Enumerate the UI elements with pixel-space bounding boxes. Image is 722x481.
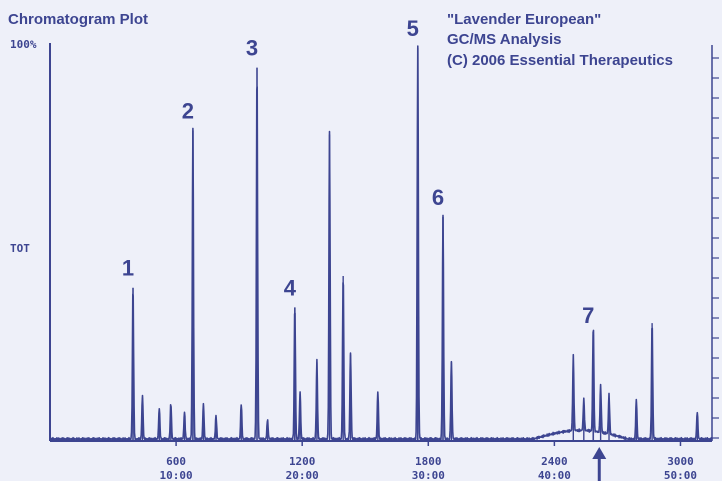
peak-labels: 1 2 3 4 5 6 7 bbox=[122, 16, 594, 328]
x-tick-time-label: 30:00 bbox=[412, 469, 445, 481]
chart-title: Chromatogram Plot bbox=[8, 11, 148, 28]
x-tick-label: 2400 bbox=[541, 455, 568, 468]
x-tick-time-label: 40:00 bbox=[538, 469, 571, 481]
y-mid-label: TOT bbox=[10, 242, 30, 255]
peak-label-6: 6 bbox=[432, 185, 444, 210]
x-tick-time-label: 20:00 bbox=[286, 469, 319, 481]
x-tick-time-label: 10:00 bbox=[160, 469, 193, 481]
x-tick-label: 600 bbox=[166, 455, 186, 468]
peak-label-7: 7 bbox=[582, 303, 594, 328]
x-tick-time-label: 50:00 bbox=[664, 469, 697, 481]
right-axis-ticks bbox=[712, 57, 719, 439]
info-line-3: (C) 2006 Essential Therapeutics bbox=[447, 52, 673, 69]
info-line-2: GC/MS Analysis bbox=[447, 31, 561, 48]
peak-label-4: 4 bbox=[284, 275, 297, 300]
peak-label-1: 1 bbox=[122, 256, 134, 281]
arrow-head bbox=[592, 447, 607, 459]
chromatogram-trace bbox=[49, 45, 713, 442]
scan-arrow-icon bbox=[592, 447, 607, 481]
peak-label-5: 5 bbox=[407, 16, 419, 41]
x-tick-label: 1200 bbox=[289, 455, 316, 468]
peak-label-2: 2 bbox=[182, 99, 194, 124]
x-tick-label: 3000 bbox=[667, 455, 694, 468]
info-line-1: "Lavender European" bbox=[447, 11, 601, 28]
peak-label-3: 3 bbox=[246, 36, 258, 61]
peak-markers bbox=[132, 48, 698, 441]
x-tick-label: 1800 bbox=[415, 455, 442, 468]
y-top-label: 100% bbox=[10, 38, 37, 51]
